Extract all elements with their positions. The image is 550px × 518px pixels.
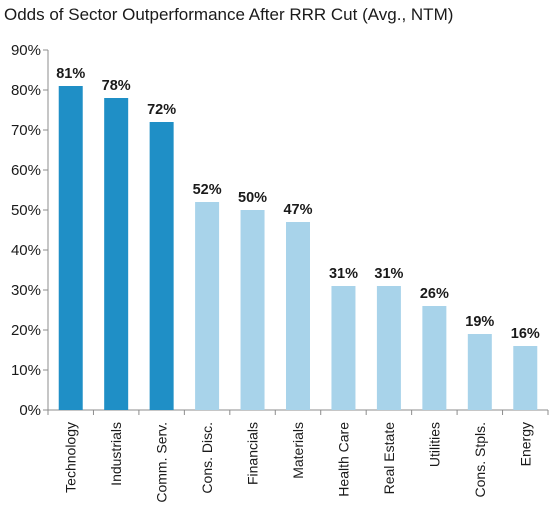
bar (376, 286, 401, 410)
y-tick-label: 80% (11, 82, 41, 99)
y-tick-label: 90% (11, 42, 41, 59)
data-label: 78% (102, 78, 131, 94)
chart-title: Odds of Sector Outperformance After RRR … (4, 5, 454, 24)
bar (149, 122, 174, 410)
bar (467, 334, 492, 410)
x-tick-label: Technology (63, 422, 79, 493)
x-tick-label: Cons. Disc. (199, 422, 215, 494)
y-tick-label: 10% (11, 362, 41, 379)
data-label: 52% (193, 182, 222, 198)
data-label: 81% (56, 66, 85, 82)
bar (195, 202, 220, 410)
data-label: 31% (374, 266, 403, 282)
bar (422, 306, 447, 410)
bar (331, 286, 356, 410)
y-tick-label: 40% (11, 242, 41, 259)
x-tick-label: Real Estate (381, 422, 397, 495)
y-tick-label: 30% (11, 282, 41, 299)
x-tick-label: Health Care (335, 422, 351, 497)
data-label: 19% (465, 314, 494, 330)
y-tick-label: 50% (11, 202, 41, 219)
y-tick-label: 20% (11, 322, 41, 339)
bar (513, 346, 538, 410)
bar (286, 222, 310, 410)
x-tick-label: Materials (290, 422, 306, 479)
data-label: 47% (283, 202, 312, 218)
data-label: 50% (238, 190, 267, 206)
x-tick-label: Utilities (426, 422, 442, 467)
x-tick-label: Comm. Serv. (154, 422, 170, 503)
data-label: 26% (420, 286, 449, 302)
x-tick-label: Industrials (108, 422, 124, 486)
x-tick-label: Cons. Stpls. (472, 422, 488, 497)
bar (240, 210, 265, 410)
data-label: 72% (147, 102, 176, 118)
x-tick-label: Financials (245, 422, 261, 485)
y-tick-label: 0% (19, 402, 41, 419)
bar (104, 98, 129, 410)
y-tick-label: 70% (11, 122, 41, 139)
data-label: 16% (511, 326, 540, 342)
data-label: 31% (329, 266, 358, 282)
y-tick-label: 60% (11, 162, 41, 179)
bar (58, 86, 83, 410)
x-tick-label: Energy (517, 422, 533, 466)
